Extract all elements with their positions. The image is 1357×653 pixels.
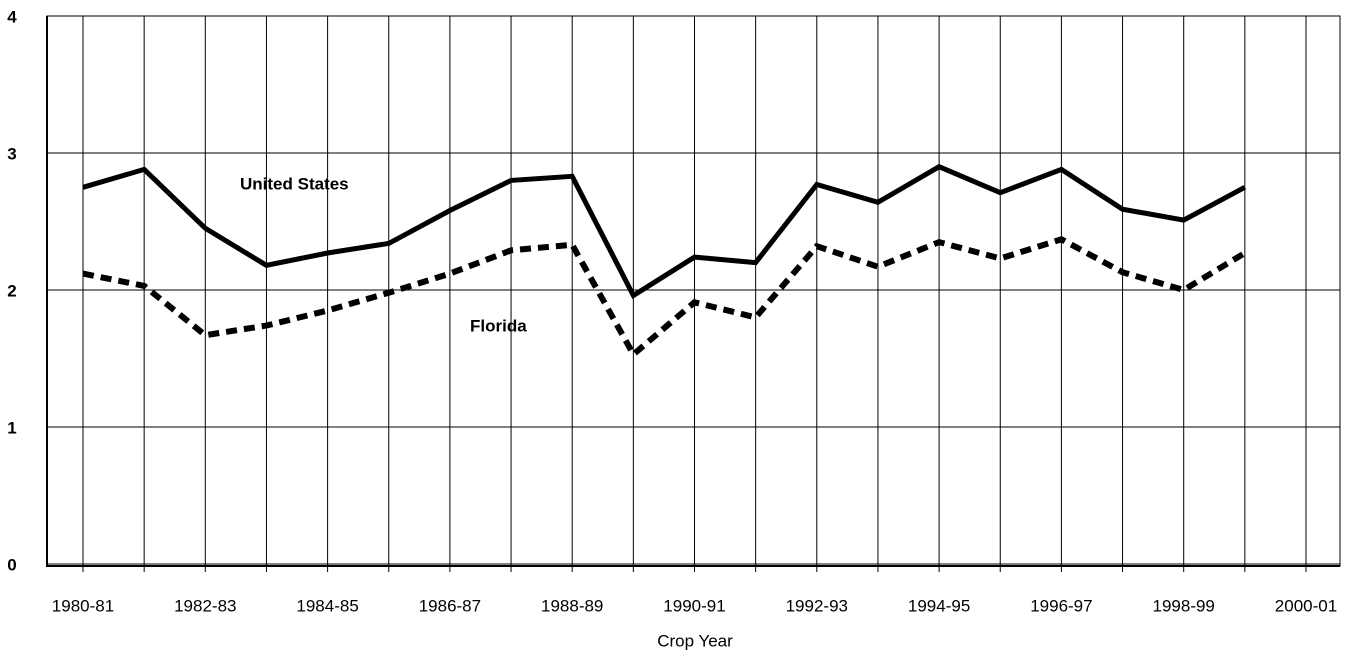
series-line: [82, 236, 1247, 360]
x-tick-label: 1996-97: [1030, 596, 1092, 615]
x-tick-label: 1998-99: [1153, 596, 1215, 615]
y-tick-label: 4: [7, 7, 17, 26]
x-tick-label: 1980-81: [52, 596, 114, 615]
y-tick-label: 2: [7, 281, 16, 300]
x-tick-label: 2000-01: [1275, 596, 1337, 615]
y-tick-label: 0: [7, 555, 16, 574]
x-tick-label: 1992-93: [786, 596, 848, 615]
y-tick-label: 1: [7, 418, 16, 437]
x-tick-label: 1988-89: [541, 596, 603, 615]
series-label: Florida: [470, 316, 527, 335]
plot-frame: [46, 15, 1341, 567]
x-tick-label: 1986-87: [419, 596, 481, 615]
y-tick-label: 3: [7, 144, 16, 163]
series-line: [82, 163, 1246, 300]
x-tick-label: 1990-91: [663, 596, 725, 615]
x-tick-label: 1982-83: [174, 596, 236, 615]
x-axis-label: Crop Year: [657, 631, 733, 650]
x-tick-label: 1984-85: [296, 596, 358, 615]
x-tick-label: 1994-95: [908, 596, 970, 615]
series-label: United States: [240, 174, 349, 193]
